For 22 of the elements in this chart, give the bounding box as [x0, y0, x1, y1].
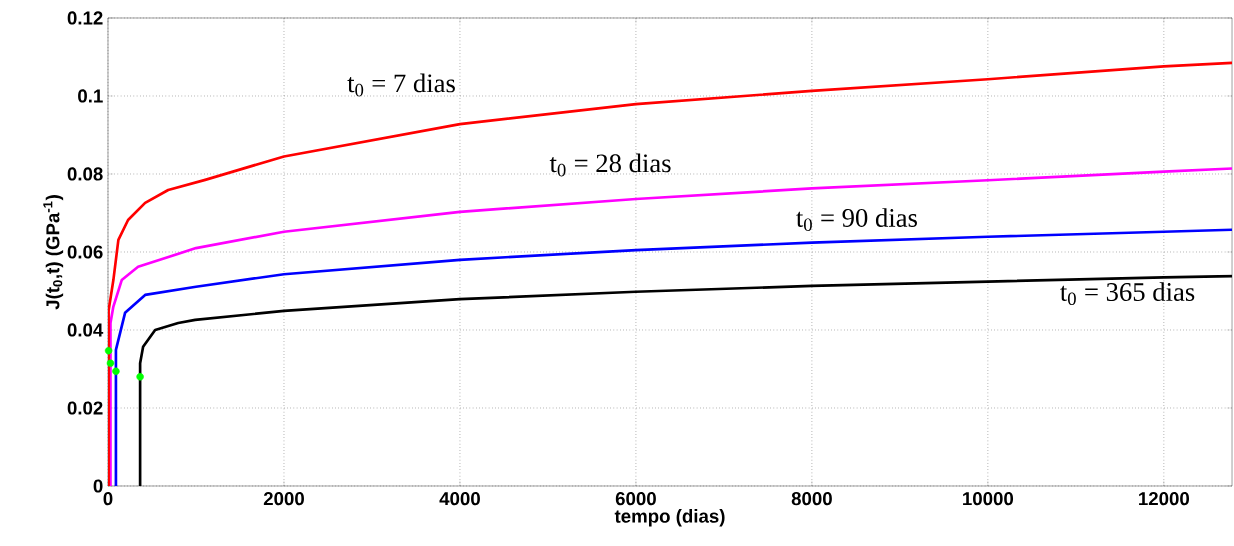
series-label: t$_{0}$ = 28 dias	[549, 153, 671, 177]
x-axis-title: tempo (dias)	[614, 509, 725, 527]
line-series	[108, 61, 1233, 486]
series-label: t$_{0}$ = 365 dias	[1060, 282, 1195, 306]
x-tick-label: 12000	[1139, 492, 1190, 506]
x-tick-label: 8000	[791, 492, 832, 506]
y-axis-title: J(t$_{0}$,t) (GPa$^{-1}$)	[43, 195, 64, 310]
x-tick-label: 0	[103, 492, 113, 506]
series-label: t$_{0}$ = 90 dias	[796, 208, 917, 231]
series-label: t$_{0}$ = 7 dias	[347, 73, 455, 97]
y-tick-label: 0.1	[78, 89, 103, 103]
x-tick-label: 10000	[963, 492, 1014, 506]
line-series	[138, 274, 1233, 486]
x-tick-label: 6000	[615, 492, 656, 506]
x-tick-label: 2000	[263, 492, 304, 506]
y-tick-label: 0.06	[67, 245, 103, 259]
y-tick-label: 0.08	[67, 167, 103, 181]
y-tick-label: 0	[93, 479, 103, 493]
y-tick-label: 0.12	[67, 11, 103, 25]
y-tick-label: 0.02	[67, 401, 103, 415]
y-tick-label: 0.04	[67, 323, 104, 337]
x-tick-label: 4000	[439, 492, 480, 506]
